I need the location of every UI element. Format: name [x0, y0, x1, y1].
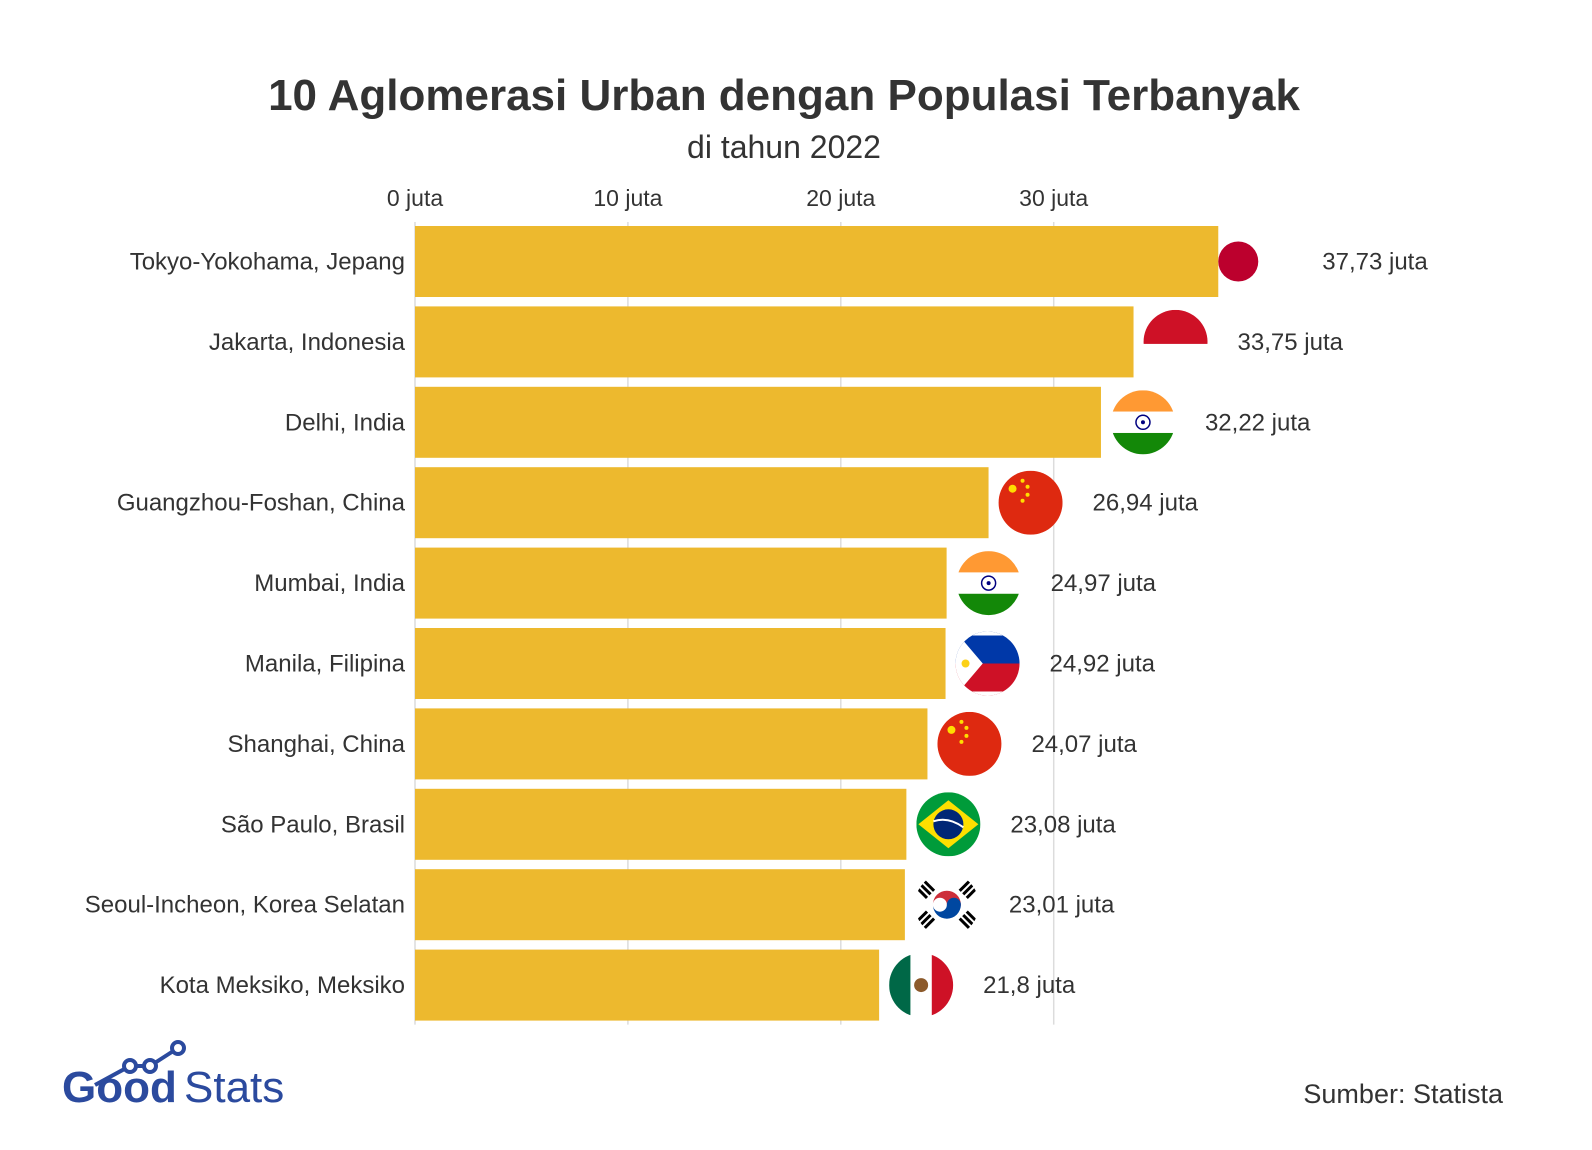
category-label: Guangzhou-Foshan, China [117, 490, 406, 517]
value-label: 24,97 juta [1051, 570, 1157, 597]
bar-row: Kota Meksiko, Meksiko 21,8 juta [160, 949, 1076, 1021]
source-note: Sumber: Statista [1303, 1079, 1504, 1109]
x-axis-ticks: 0 juta 10 juta 20 juta 30 juta [387, 185, 1089, 211]
bar-row: Seoul-Incheon, Korea Selatan 23,01 juta [85, 869, 1115, 941]
bar-row: Mumbai, India 24,97 juta [254, 547, 1157, 619]
value-label: 23,01 juta [1009, 892, 1115, 919]
goodstats-logo: Good Stats [62, 1040, 284, 1112]
bar [415, 788, 907, 860]
value-label: 24,07 juta [1031, 731, 1137, 758]
bar-row: Manila, Filipina 24,92 juta [245, 628, 1156, 699]
category-label: São Paulo, Brasil [221, 811, 405, 838]
value-label: 23,08 juta [1010, 811, 1116, 838]
mexico-flag-icon [889, 953, 954, 1018]
bar [415, 306, 1134, 378]
value-label: 33,75 juta [1238, 329, 1344, 356]
logo-text-light: Stats [184, 1063, 284, 1112]
value-label: 21,8 juta [983, 972, 1076, 999]
bars: Tokyo-Yokohama, Jepang 37,73 juta Jakarta,… [85, 226, 1428, 1021]
bar-row: Guangzhou-Foshan, China 26,94 juta [117, 467, 1199, 539]
indonesia-flag-icon [1143, 309, 1208, 344]
india-flag-icon [956, 551, 1021, 616]
value-label: 32,22 juta [1205, 409, 1311, 436]
category-label: Delhi, India [285, 409, 406, 436]
value-label: 26,94 juta [1093, 490, 1199, 517]
bar [415, 708, 928, 780]
bar [415, 949, 880, 1021]
chart-title: 10 Aglomerasi Urban dengan Populasi Terb… [268, 71, 1300, 120]
bar [415, 226, 1219, 297]
bar [415, 628, 946, 699]
bar-row: Tokyo-Yokohama, Jepang 37,73 juta [130, 226, 1428, 297]
bar-row: Jakarta, Indonesia 33,75 juta [209, 306, 1344, 378]
bar-row: São Paulo, Brasil 23,08 juta [221, 788, 1116, 860]
bar [415, 386, 1101, 458]
x-tick-label: 30 juta [1019, 185, 1088, 211]
category-label: Mumbai, India [254, 570, 405, 597]
bar [415, 467, 989, 539]
category-label: Seoul-Incheon, Korea Selatan [85, 892, 405, 919]
philippines-flag-icon [955, 631, 1020, 696]
chart-subtitle: di tahun 2022 [687, 129, 881, 165]
category-label: Shanghai, China [228, 731, 406, 758]
category-label: Jakarta, Indonesia [209, 329, 406, 356]
category-label: Manila, Filipina [245, 651, 406, 678]
bar-row: Delhi, India 32,22 juta [285, 386, 1311, 458]
china-flag-icon [937, 711, 1002, 776]
india-flag-icon [1110, 390, 1175, 455]
bar-row: Shanghai, China 24,07 juta [228, 708, 1138, 780]
x-tick-label: 10 juta [593, 185, 662, 211]
south-korea-flag-icon [914, 872, 979, 937]
logo-text-bold: Good [62, 1063, 177, 1112]
brazil-flag-icon [916, 792, 981, 857]
bar [415, 869, 905, 941]
value-label: 37,73 juta [1322, 249, 1428, 276]
category-label: Kota Meksiko, Meksiko [160, 972, 405, 999]
category-label: Tokyo-Yokohama, Jepang [130, 249, 405, 276]
value-label: 24,92 juta [1050, 651, 1156, 678]
x-tick-label: 0 juta [387, 185, 443, 211]
china-flag-icon [998, 470, 1063, 535]
x-tick-label: 20 juta [806, 185, 875, 211]
bar [415, 547, 947, 619]
